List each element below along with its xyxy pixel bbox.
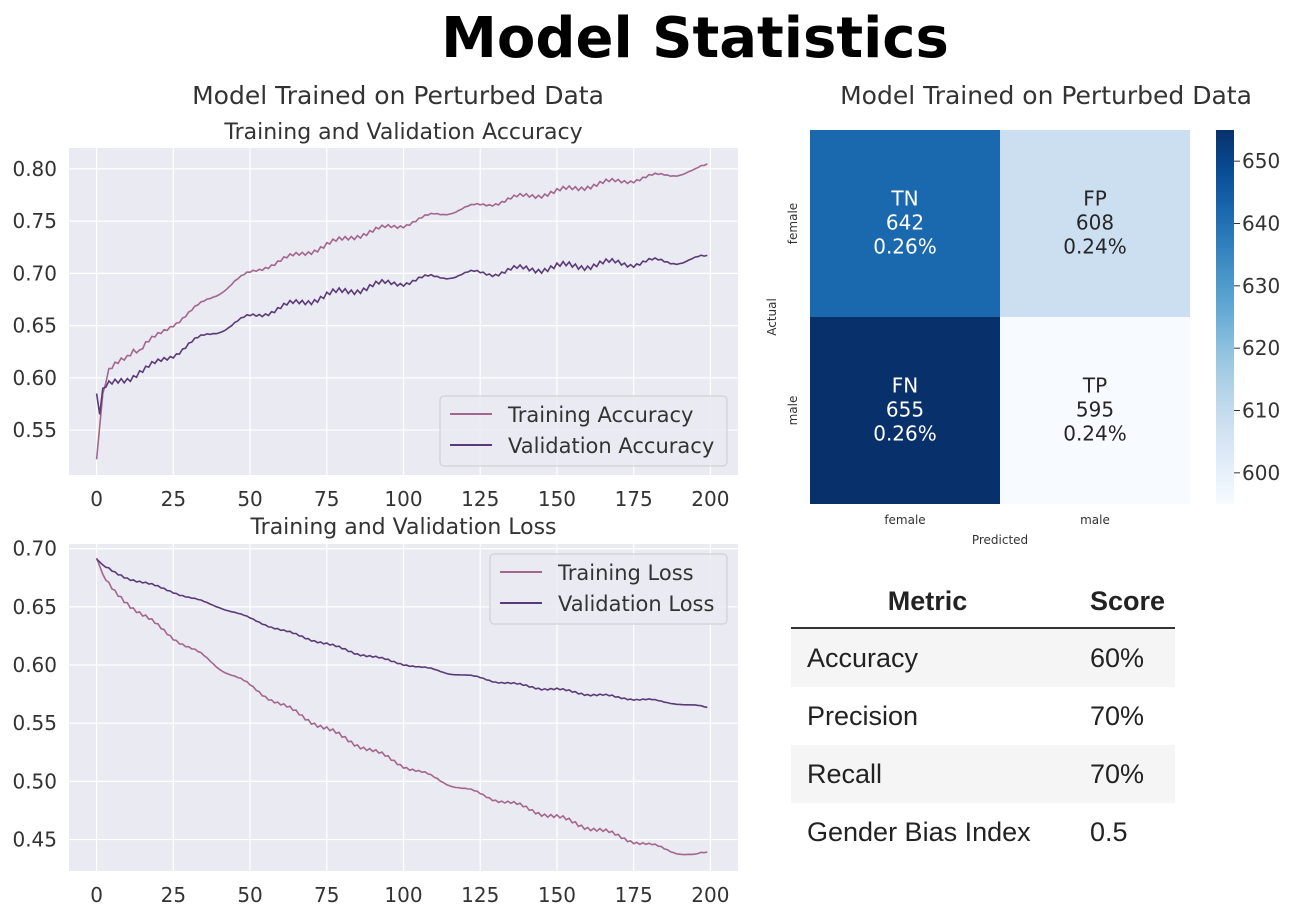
cell-label: FN <box>892 374 918 398</box>
score-column-header: Score <box>1073 578 1175 629</box>
loss-x-tick-label: 100 <box>384 883 422 907</box>
x-axis-label: Predicted <box>972 533 1028 547</box>
y-axis-label: Actual <box>765 298 779 336</box>
colorbar-tick-label: 640 <box>1242 212 1280 236</box>
accuracy-x-tick-label: 175 <box>615 487 653 511</box>
loss-y-tick-label: 0.60 <box>12 653 57 677</box>
cell-percent: 0.26% <box>873 235 937 259</box>
metric-column-header: Metric <box>791 578 1074 629</box>
loss-legend <box>489 553 728 625</box>
loss-legend-label: Training Loss <box>557 561 694 585</box>
page-title: Model Statistics <box>441 6 949 71</box>
cell-percent: 0.24% <box>1063 235 1127 259</box>
cell-label: TP <box>1082 374 1107 398</box>
loss-y-tick-label: 0.70 <box>12 537 57 561</box>
x-category-label: male <box>1080 513 1110 527</box>
colorbar <box>1216 130 1234 504</box>
panel-title: Model Trained on Perturbed Data <box>192 81 604 110</box>
accuracy-legend-label: Training Accuracy <box>507 403 693 427</box>
x-category-label: female <box>884 513 925 527</box>
metrics-table: Metric Score Accuracy 60% Precision 70% … <box>791 578 1175 861</box>
colorbar-tick-label: 650 <box>1242 149 1280 173</box>
accuracy-x-tick-label: 25 <box>161 487 186 511</box>
accuracy-y-tick-label: 0.70 <box>12 261 57 285</box>
loss-y-tick-label: 0.65 <box>12 595 57 619</box>
cell-count: 608 <box>1076 211 1114 235</box>
accuracy-y-tick-label: 0.80 <box>12 157 57 181</box>
loss-y-tick-label: 0.50 <box>12 769 57 793</box>
accuracy-y-tick-label: 0.60 <box>12 366 57 390</box>
loss-chart: Training and Validation Loss 0 25 50 75 100 12… <box>12 515 738 907</box>
accuracy-y-tick-label: 0.75 <box>12 209 57 233</box>
metric-name: Precision <box>807 700 919 731</box>
loss-x-tick-label: 150 <box>538 883 576 907</box>
loss-y-tick-label: 0.45 <box>12 828 57 852</box>
metric-name: Gender Bias Index <box>807 816 1031 847</box>
cell-label: FP <box>1083 187 1107 211</box>
loss-legend-label: Validation Loss <box>558 592 714 616</box>
loss-x-tick-label: 125 <box>461 883 499 907</box>
colorbar-tick-label: 610 <box>1242 399 1280 423</box>
metric-score: 70% <box>1089 700 1144 731</box>
matrix-cell <box>1000 317 1190 504</box>
metric-score: 0.5 <box>1089 816 1128 847</box>
accuracy-x-tick-label: 150 <box>538 487 576 511</box>
loss-series-validation-line <box>96 558 708 709</box>
table-row: Precision 70% <box>791 687 1175 745</box>
metric-name: Accuracy <box>791 628 1074 687</box>
metric-name: Recall <box>791 745 1074 803</box>
accuracy-legend <box>439 395 728 467</box>
table-row: Gender Bias Index 0.5 <box>791 803 1175 861</box>
table-row: Recall 70% <box>791 745 1175 803</box>
loss-x-tick-label: 25 <box>161 883 186 907</box>
cell-count: 642 <box>886 211 924 235</box>
loss-x-tick-label: 200 <box>691 883 729 907</box>
cell-label: TN <box>890 187 918 211</box>
loss-series-training-line <box>95 557 708 856</box>
accuracy-x-tick-label: 125 <box>461 487 499 511</box>
cell-count: 595 <box>1076 398 1114 422</box>
loss-chart-title: Training and Validation Loss <box>249 515 556 540</box>
metric-score: 60% <box>1073 628 1175 687</box>
accuracy-chart-title: Training and Validation Accuracy <box>223 120 582 145</box>
matrix-cell <box>1000 130 1190 317</box>
accuracy-x-tick-label: 50 <box>237 487 262 511</box>
table-row: Accuracy 60% <box>791 628 1175 687</box>
accuracy-x-tick-label: 200 <box>691 487 729 511</box>
accuracy-series-validation-line <box>95 254 708 415</box>
accuracy-y-tick-label: 0.65 <box>12 314 57 338</box>
colorbar-tick-label: 630 <box>1242 274 1280 298</box>
accuracy-x-tick-label: 75 <box>314 487 339 511</box>
loss-x-tick-label: 0 <box>90 883 103 907</box>
cell-percent: 0.26% <box>873 422 937 446</box>
cell-count: 655 <box>886 398 924 422</box>
metric-score: 70% <box>1073 745 1175 803</box>
colorbar-tick-label: 600 <box>1242 461 1280 485</box>
accuracy-y-tick-label: 0.55 <box>12 418 57 442</box>
y-category-label: female <box>786 203 800 244</box>
confusion-matrix: Model Trained on Perturbed DataTN6420.26… <box>765 81 1280 547</box>
loss-y-tick-label: 0.55 <box>12 711 57 735</box>
accuracy-series-training-line <box>95 163 708 460</box>
cell-percent: 0.24% <box>1063 422 1127 446</box>
colorbar-tick-label: 620 <box>1242 336 1280 360</box>
accuracy-x-tick-label: 0 <box>90 487 103 511</box>
loss-x-tick-label: 75 <box>314 883 339 907</box>
y-category-label: male <box>786 396 800 426</box>
loss-x-tick-label: 175 <box>615 883 653 907</box>
accuracy-x-tick-label: 100 <box>384 487 422 511</box>
matrix-cell <box>810 130 1000 317</box>
matrix-cell <box>810 317 1000 504</box>
accuracy-legend-label: Validation Accuracy <box>508 434 714 458</box>
accuracy-chart: Model Trained on Perturbed Data Training … <box>12 81 738 511</box>
panel-title: Model Trained on Perturbed Data <box>840 81 1252 110</box>
loss-x-tick-label: 50 <box>237 883 262 907</box>
